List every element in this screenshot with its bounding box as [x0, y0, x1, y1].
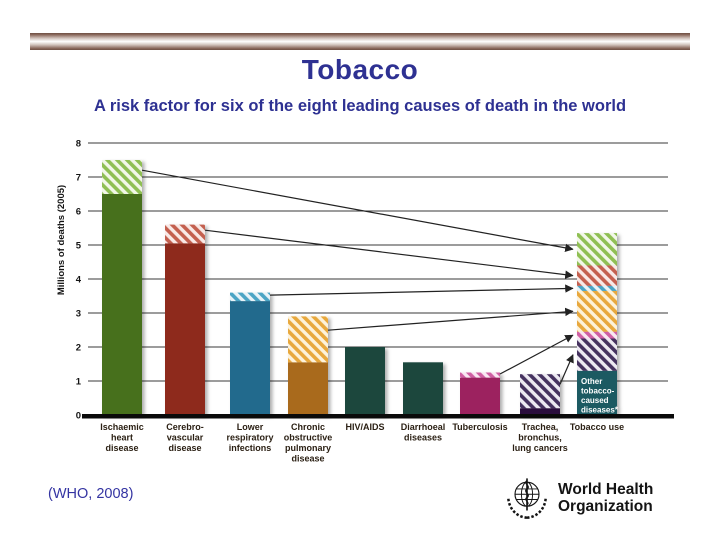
- segment-lung-cancers: [577, 338, 617, 371]
- x-axis-line: [82, 414, 674, 419]
- x-label-cerebrovascular-disease: Cerebro-vascular disease: [166, 422, 204, 453]
- bar-chronic-obstructive-pulmonary-disease-tobacco-portion: [288, 316, 328, 363]
- x-label-tuberculosis: Tuberculosis: [452, 422, 507, 432]
- decorative-divider: [30, 33, 690, 50]
- who-emblem-icon: [507, 478, 547, 519]
- deaths-bar-chart: 0 1 2 3 4 5 6 7 8 Millions of deaths (2005) Other t…: [55, 130, 687, 482]
- citation-text: (WHO, 2008): [48, 486, 134, 502]
- segment-inner-label: Other: [581, 377, 602, 386]
- slide-title: Tobacco: [301, 54, 419, 85]
- x-label-ischaemic-heart-disease: Ischaemic heart disease: [100, 422, 144, 453]
- bar-lower-respiratory-infections-tobacco-portion: [230, 292, 270, 302]
- y-tick-4: 4: [76, 275, 82, 286]
- who-logo-text: World Health Organization: [558, 482, 653, 515]
- bar-lower-respiratory-infections: [230, 292, 270, 415]
- bar-trachea-bronchus-lung-cancers: [520, 374, 560, 415]
- bar-diarrhoeal-diseases-solid: [403, 362, 443, 415]
- segment-inner-label: caused: [581, 396, 609, 405]
- arrow-trachea-bronchus-lung-cancers-to-lung-cancers: [559, 354, 574, 385]
- bar-ischaemic-heart-disease-solid: [102, 194, 142, 415]
- segment-lri: [577, 285, 617, 291]
- segment-stroke: [577, 265, 617, 286]
- x-label-lower-respiratory-infections: Lower respiratory infections: [226, 422, 273, 453]
- bar-cerebrovascular-disease-solid: [165, 243, 205, 415]
- who-logo-line1: World Health: [558, 481, 654, 499]
- y-tick-1: 1: [76, 377, 82, 388]
- x-label-diarrhoeal-diseases: Diarrhoeal diseases: [401, 422, 446, 443]
- segment-ihd: [577, 233, 617, 266]
- who-logo-line2: Organization: [558, 498, 653, 515]
- y-tick-8: 8: [76, 139, 81, 150]
- arrow-lower-respiratory-infections-to-lri: [269, 284, 574, 296]
- arrow-cerebrovascular-disease-to-stroke: [204, 229, 574, 279]
- x-label-hiv-aids: HIV/AIDS: [345, 422, 384, 432]
- bar-hiv-aids-solid: [345, 347, 385, 415]
- who-logo: World Health Organization: [504, 476, 653, 522]
- bar-chronic-obstructive-pulmonary-disease-solid: [288, 362, 328, 415]
- y-tick-5: 5: [76, 241, 82, 252]
- arrow-ischaemic-heart-disease-to-ihd: [141, 169, 574, 252]
- segment-inner-label: diseases*: [581, 406, 619, 415]
- bar-cerebrovascular-disease: [165, 224, 205, 415]
- y-tick-3: 3: [76, 309, 81, 320]
- arrow-chronic-obstructive-pulmonary-disease-to-copd: [327, 307, 574, 331]
- x-label-trachea-bronchus-lung-cancers: Trachea, bronchus, lung cancers: [512, 422, 568, 453]
- y-tick-0: 0: [76, 411, 81, 422]
- bar-diarrhoeal-diseases: [403, 362, 443, 415]
- bar-ischaemic-heart-disease-tobacco-portion: [102, 160, 142, 194]
- bar-lower-respiratory-infections-solid: [230, 301, 270, 415]
- segment-inner-label: tobacco-: [581, 386, 615, 395]
- x-label-tobacco-use: Tobacco use: [570, 422, 624, 432]
- x-label-chronic-obstructive-pulmonary-disease: Chronic obstructive pulmonary disease: [284, 422, 333, 464]
- segment-other-tobacco-caused: [577, 370, 617, 415]
- chart-canvas: 0 1 2 3 4 5 6 7 8 Millions of deaths (2005) Othert…: [56, 139, 674, 464]
- bar-tuberculosis: [460, 372, 500, 415]
- bar-cerebrovascular-disease-tobacco-portion: [165, 224, 205, 244]
- bar-tuberculosis-solid: [460, 377, 500, 415]
- segment-tuberculosis: [577, 331, 617, 339]
- bar-chronic-obstructive-pulmonary-disease: [288, 316, 328, 415]
- bar-hiv-aids: [345, 347, 385, 415]
- bar-trachea-bronchus-lung-cancers-tobacco-portion: [520, 374, 560, 409]
- y-tick-2: 2: [76, 343, 81, 354]
- arrow-tuberculosis-to-tuberculosis: [499, 334, 574, 375]
- bar-trachea-bronchus-lung-cancers-solid: [520, 408, 560, 415]
- bar-ischaemic-heart-disease: [102, 160, 142, 415]
- slide-subtitle: A risk factor for six of the eight leadi…: [93, 97, 627, 115]
- y-tick-7: 7: [76, 173, 81, 184]
- bar-tuberculosis-tobacco-portion: [460, 372, 500, 378]
- y-tick-6: 6: [76, 207, 81, 218]
- y-axis-label: Millions of deaths (2005): [56, 185, 67, 295]
- segment-copd: [577, 290, 617, 332]
